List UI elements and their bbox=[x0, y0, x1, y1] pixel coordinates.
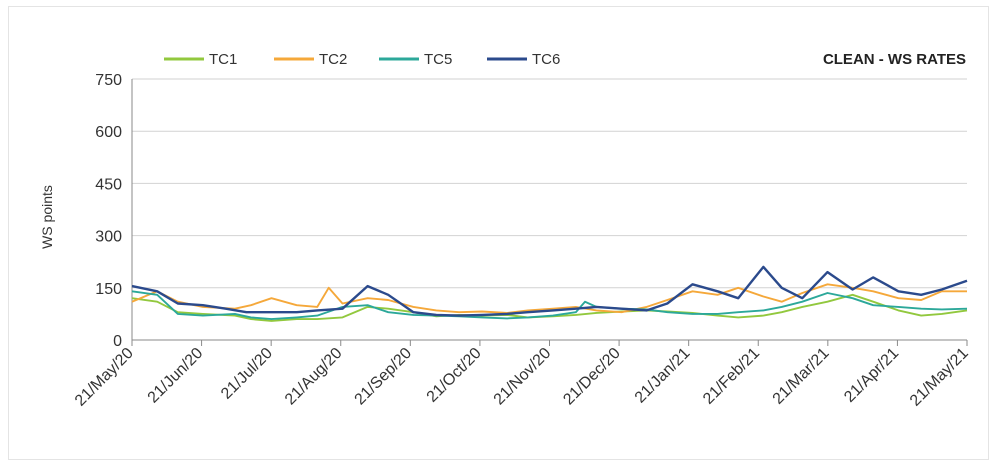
gridlines bbox=[132, 78, 967, 341]
y-tick-label: 750 bbox=[95, 72, 122, 89]
chart-frame: CLEAN - WS RATES WS points 0 150 300 450 600… bbox=[8, 6, 989, 460]
x-tick-label: 21/Oct/20 bbox=[424, 345, 485, 406]
series-line-tc5 bbox=[131, 290, 968, 321]
x-tick-label: 21/Nov/20 bbox=[491, 345, 555, 409]
y-tick-label: 450 bbox=[95, 176, 122, 193]
legend-label-tc6: TC6 bbox=[532, 51, 560, 68]
legend-label-tc5: TC5 bbox=[424, 51, 452, 68]
x-tick-label: 21/Jun/20 bbox=[145, 345, 207, 407]
y-tick-label: 150 bbox=[95, 281, 122, 298]
x-tick-label: 21/Jan/21 bbox=[632, 345, 694, 407]
y-tick-label: 0 bbox=[113, 333, 122, 350]
series-line-tc6 bbox=[131, 265, 968, 317]
series-line-tc2 bbox=[131, 283, 967, 314]
y-tick-label: 300 bbox=[95, 229, 122, 246]
x-tick-label: 21/May/21 bbox=[907, 345, 972, 410]
legend: TC1 TC2 TC5 TC6 bbox=[164, 51, 560, 68]
x-tick-label: 21/Aug/20 bbox=[282, 345, 346, 409]
ws-rates-chart: CLEAN - WS RATES WS points 0 150 300 450 600… bbox=[39, 51, 972, 410]
x-tick-label: 21/Jul/20 bbox=[218, 345, 276, 403]
x-tick-label: 21/May/20 bbox=[72, 345, 137, 410]
legend-label-tc1: TC1 bbox=[209, 51, 237, 68]
x-tick-label: 21/Feb/21 bbox=[700, 345, 763, 408]
axes: 0 150 300 450 600 750 21/May/20 21/Jun/20 21/Jul… bbox=[72, 72, 972, 410]
legend-label-tc2: TC2 bbox=[319, 51, 347, 68]
chart-title: CLEAN - WS RATES bbox=[823, 51, 966, 68]
x-tick-label: 21/Sep/20 bbox=[352, 345, 416, 409]
y-tick-label: 600 bbox=[95, 124, 122, 141]
series-lines bbox=[131, 265, 968, 322]
x-tick-label: 21/Mar/21 bbox=[770, 345, 833, 408]
x-tick-label: 21/Dec/20 bbox=[560, 345, 624, 409]
y-axis-label: WS points bbox=[39, 185, 55, 249]
x-tick-label: 21/Apr/21 bbox=[841, 345, 902, 406]
